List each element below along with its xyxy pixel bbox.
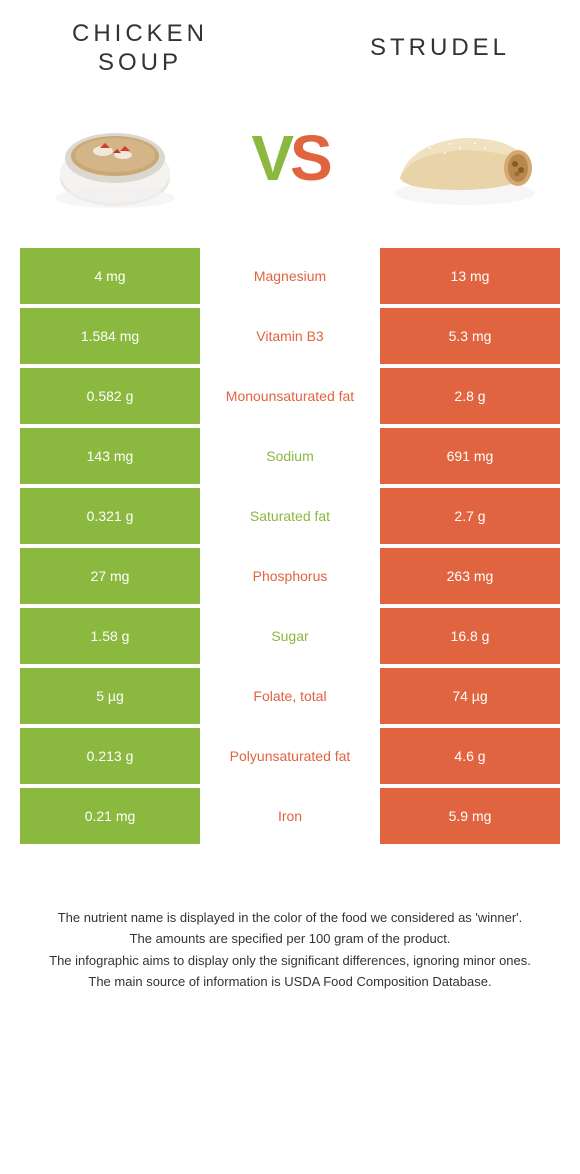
right-value-cell: 13 mg — [380, 248, 560, 304]
nutrient-label-cell: Polyunsaturated fat — [200, 728, 380, 784]
nutrient-label-cell: Iron — [200, 788, 380, 844]
right-value-cell: 4.6 g — [380, 728, 560, 784]
nutrient-label-cell: Monounsaturated fat — [200, 368, 380, 424]
nutrient-label-cell: Vitamin B3 — [200, 308, 380, 364]
right-value-cell: 263 mg — [380, 548, 560, 604]
vs-v-letter: V — [251, 122, 290, 194]
table-row: 5 µgFolate, total74 µg — [20, 668, 560, 724]
table-row: 0.21 mgIron5.9 mg — [20, 788, 560, 844]
table-row: 143 mgSodium691 mg — [20, 428, 560, 484]
left-value-cell: 143 mg — [20, 428, 200, 484]
right-value-cell: 5.9 mg — [380, 788, 560, 844]
left-value-cell: 4 mg — [20, 248, 200, 304]
nutrient-label-cell: Saturated fat — [200, 488, 380, 544]
left-food-title: Chicken soup — [40, 20, 240, 78]
vs-s-letter: S — [290, 122, 329, 194]
right-value-cell: 16.8 g — [380, 608, 560, 664]
footer-line-4: The main source of information is USDA F… — [30, 972, 550, 992]
soup-image — [40, 98, 190, 218]
left-value-cell: 5 µg — [20, 668, 200, 724]
footer-notes: The nutrient name is displayed in the co… — [0, 848, 580, 1014]
footer-line-3: The infographic aims to display only the… — [30, 951, 550, 971]
table-row: 0.321 gSaturated fat2.7 g — [20, 488, 560, 544]
vs-label: VS — [251, 121, 328, 195]
left-value-cell: 0.582 g — [20, 368, 200, 424]
left-value-cell: 1.58 g — [20, 608, 200, 664]
left-value-cell: 0.21 mg — [20, 788, 200, 844]
right-value-cell: 74 µg — [380, 668, 560, 724]
right-value-cell: 5.3 mg — [380, 308, 560, 364]
strudel-image — [390, 98, 540, 218]
left-value-cell: 0.321 g — [20, 488, 200, 544]
nutrient-label-cell: Magnesium — [200, 248, 380, 304]
table-row: 4 mgMagnesium13 mg — [20, 248, 560, 304]
footer-line-2: The amounts are specified per 100 gram o… — [30, 929, 550, 949]
images-row: VS — [0, 88, 580, 248]
left-value-cell: 27 mg — [20, 548, 200, 604]
table-row: 1.584 mgVitamin B35.3 mg — [20, 308, 560, 364]
nutrient-label-cell: Folate, total — [200, 668, 380, 724]
right-value-cell: 2.7 g — [380, 488, 560, 544]
nutrient-label-cell: Phosphorus — [200, 548, 380, 604]
right-food-title: Strudel — [340, 34, 540, 63]
table-row: 0.213 gPolyunsaturated fat4.6 g — [20, 728, 560, 784]
table-row: 27 mgPhosphorus263 mg — [20, 548, 560, 604]
header: Chicken soup Strudel — [0, 0, 580, 88]
footer-line-1: The nutrient name is displayed in the co… — [30, 908, 550, 928]
left-value-cell: 0.213 g — [20, 728, 200, 784]
table-row: 0.582 gMonounsaturated fat2.8 g — [20, 368, 560, 424]
comparison-table: 4 mgMagnesium13 mg1.584 mgVitamin B35.3 … — [0, 248, 580, 844]
nutrient-label-cell: Sugar — [200, 608, 380, 664]
left-value-cell: 1.584 mg — [20, 308, 200, 364]
right-value-cell: 2.8 g — [380, 368, 560, 424]
nutrient-label-cell: Sodium — [200, 428, 380, 484]
right-value-cell: 691 mg — [380, 428, 560, 484]
table-row: 1.58 gSugar16.8 g — [20, 608, 560, 664]
